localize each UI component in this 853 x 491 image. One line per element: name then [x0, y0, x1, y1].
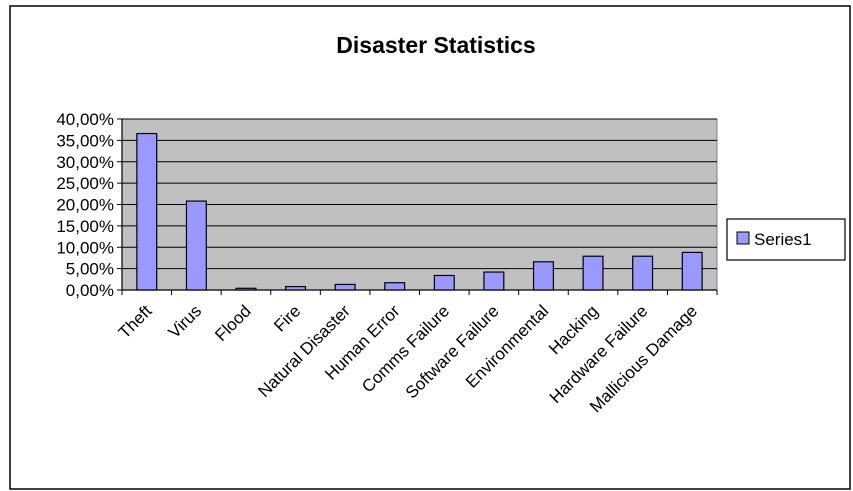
- y-tick-label: 10,00%: [56, 238, 114, 257]
- y-tick-label: 40,00%: [56, 110, 114, 129]
- bar: [384, 282, 406, 291]
- legend-swatch: [736, 231, 750, 245]
- bar: [681, 251, 703, 291]
- y-tick-label: 25,00%: [56, 174, 114, 193]
- chart-title: Disaster Statistics: [336, 32, 535, 58]
- y-tick-label: 30,00%: [56, 153, 114, 172]
- bar: [483, 271, 505, 291]
- bar: [433, 274, 455, 291]
- y-tick-label: 0,00%: [66, 281, 114, 300]
- bar: [582, 255, 604, 291]
- bar: [235, 287, 257, 291]
- legend: Series1: [726, 218, 846, 261]
- y-tick-label: 20,00%: [56, 196, 114, 215]
- legend-label: Series1: [754, 230, 812, 249]
- y-tick-label: 35,00%: [56, 131, 114, 150]
- bar: [632, 255, 654, 291]
- bar: [285, 285, 307, 291]
- bar: [185, 200, 207, 291]
- y-tick-label: 5,00%: [66, 260, 114, 279]
- y-tick-label: 15,00%: [56, 217, 114, 236]
- bar: [136, 132, 158, 291]
- bar: [532, 261, 554, 291]
- bar: [334, 283, 356, 291]
